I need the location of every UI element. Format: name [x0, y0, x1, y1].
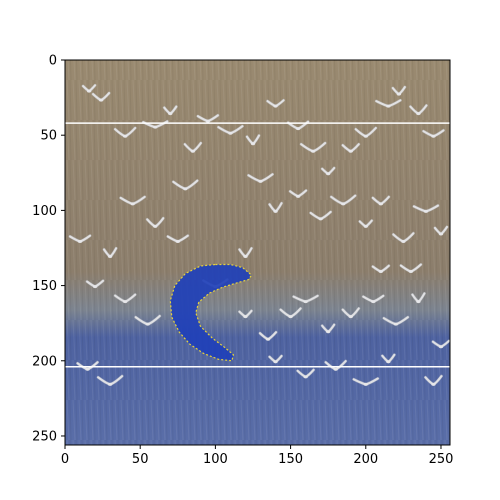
bird-body — [363, 134, 368, 138]
bird-body — [273, 209, 278, 213]
mask-region — [169, 263, 253, 362]
bird-body — [153, 224, 158, 228]
bird-body — [250, 142, 256, 146]
x-tick-label: 150 — [278, 452, 303, 467]
bird-body — [348, 149, 353, 153]
bird-body — [92, 285, 98, 289]
bird-body — [273, 360, 278, 364]
bird-body — [325, 172, 331, 176]
bird-body — [243, 255, 248, 259]
bird-body — [438, 345, 444, 349]
y-tick-label: 250 — [32, 429, 57, 444]
bird-body — [438, 232, 444, 236]
bird-body — [431, 382, 436, 386]
bird-body — [318, 217, 323, 221]
x-tick-label: 50 — [132, 452, 149, 467]
bird-body — [122, 300, 128, 304]
bird-body — [378, 202, 384, 206]
bird-body — [393, 322, 399, 326]
plot-area — [65, 60, 450, 445]
bird-body — [401, 239, 406, 243]
y-axis: 0 50 100 150 200 250 — [32, 54, 65, 444]
bird-body — [85, 367, 90, 371]
bird-body — [416, 300, 421, 304]
x-tick-label: 200 — [353, 452, 378, 467]
plot-frame — [64, 59, 451, 446]
bird-body — [386, 104, 391, 108]
bird-body — [416, 112, 421, 116]
y-tick-label: 0 — [49, 54, 57, 69]
bird-body — [408, 270, 414, 274]
bird-body — [107, 382, 113, 386]
bird-body — [145, 322, 150, 326]
x-axis: 0 50 100 150 200 250 — [61, 445, 454, 467]
y-tick-label: 150 — [32, 279, 57, 294]
bird-body — [130, 202, 135, 206]
y-tick-label: 100 — [32, 204, 57, 219]
bird-body — [325, 330, 331, 334]
background-texture — [65, 60, 450, 445]
x-tick-label: 100 — [203, 452, 228, 467]
bird-body — [333, 367, 338, 371]
bird-body — [107, 255, 113, 259]
bird-body — [258, 179, 263, 183]
bird-body — [378, 270, 384, 274]
bird-body — [310, 149, 316, 153]
bird-body — [190, 149, 196, 153]
bird-body — [295, 127, 301, 131]
bird-body — [303, 300, 308, 304]
bird-body — [303, 375, 308, 379]
bird-body — [243, 315, 248, 319]
y-tick-label: 200 — [32, 354, 57, 369]
bird-body — [431, 134, 436, 138]
bird-body — [295, 194, 301, 198]
bird-body — [86, 89, 92, 93]
bird-body — [77, 239, 83, 243]
bird-body — [363, 224, 368, 228]
x-tick-label: 250 — [429, 452, 454, 467]
bird-body — [183, 187, 188, 191]
bird-body — [423, 209, 429, 213]
y-tick-label: 50 — [40, 129, 57, 144]
bird-body — [363, 382, 368, 386]
segmentation-mask — [169, 263, 253, 362]
bird-body — [341, 202, 346, 206]
bird-body — [386, 360, 391, 364]
x-tick-label: 0 — [61, 452, 69, 467]
bird-flock — [68, 83, 450, 386]
bird-body — [205, 119, 211, 123]
bird-body — [396, 92, 402, 96]
bird-body — [228, 131, 233, 135]
bird-body — [168, 112, 173, 116]
bird-body — [98, 98, 104, 102]
bird-body — [122, 134, 128, 138]
horizontal-lines — [65, 122, 450, 368]
bird-body — [371, 300, 376, 304]
bird-body — [288, 315, 293, 319]
bird-body — [153, 125, 158, 129]
bird-body — [265, 337, 271, 341]
bird-body — [348, 315, 353, 319]
bird-body — [273, 104, 278, 108]
bird-body — [175, 239, 180, 243]
